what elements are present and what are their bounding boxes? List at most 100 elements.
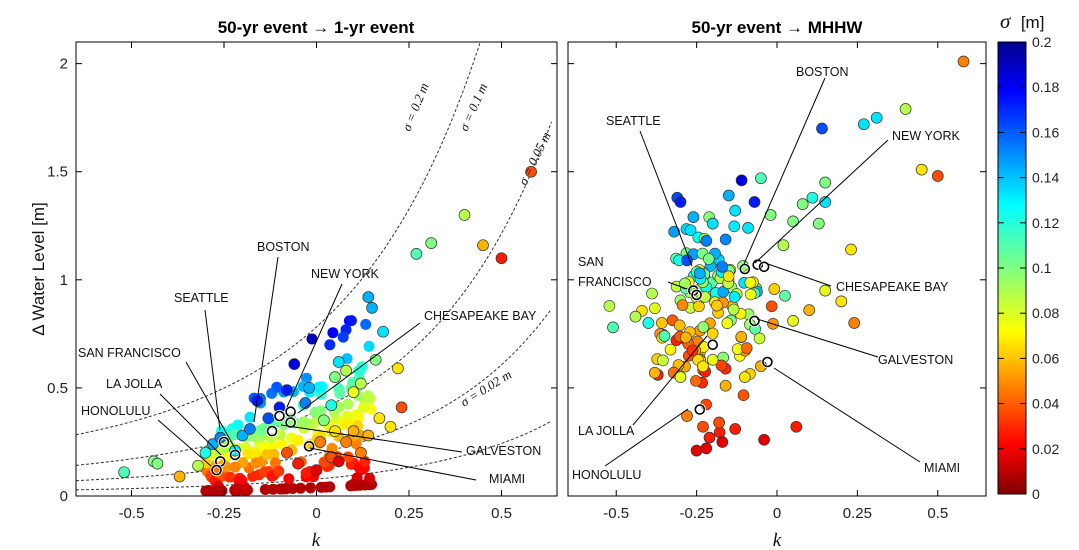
scatter-point bbox=[607, 321, 619, 334]
scatter-point bbox=[306, 333, 318, 345]
scatter-point bbox=[347, 425, 360, 437]
scatter-point bbox=[673, 319, 686, 332]
right-panel-title: 50-yr event → MHHW bbox=[692, 18, 864, 37]
left-panel-title: 50-yr event → 1-yr event bbox=[218, 18, 415, 37]
city-marker bbox=[285, 406, 296, 418]
city-marker bbox=[762, 356, 773, 368]
scatter-point bbox=[224, 471, 236, 483]
scatter-point bbox=[300, 467, 312, 479]
reference-curve bbox=[76, 308, 552, 482]
left-x-axis-label: k bbox=[312, 530, 321, 550]
scatter-point bbox=[244, 411, 256, 423]
x-tick-label: -0.25 bbox=[207, 505, 241, 522]
scatter-point bbox=[812, 217, 825, 230]
scatter-point bbox=[350, 480, 361, 491]
scatter-point bbox=[674, 196, 687, 208]
city-markers bbox=[687, 258, 774, 416]
scatter-point bbox=[676, 299, 689, 312]
scatter-point bbox=[706, 353, 719, 366]
scatter-point bbox=[693, 267, 706, 280]
colorbar-sigma: σ bbox=[1000, 9, 1012, 33]
scatter-point bbox=[364, 472, 376, 484]
scatter-point bbox=[362, 429, 375, 442]
city-marker bbox=[758, 261, 770, 273]
colorbar-label: σ [m] bbox=[1000, 9, 1044, 33]
colorbar-tick-label: 0.08 bbox=[1032, 305, 1059, 321]
scatter-point bbox=[703, 431, 716, 444]
scatter-point bbox=[313, 381, 325, 393]
scatter-point bbox=[737, 389, 750, 402]
scatter-point bbox=[713, 426, 726, 439]
city-marker bbox=[303, 440, 315, 452]
colorbar-tick-label: 0.06 bbox=[1032, 350, 1059, 366]
scatter-point bbox=[232, 419, 244, 431]
scatter-point bbox=[292, 434, 304, 446]
scatter-point bbox=[357, 401, 369, 413]
x-tick-label: -0.5 bbox=[603, 505, 629, 522]
scatter-point bbox=[719, 233, 732, 246]
city-marker bbox=[266, 425, 278, 437]
scatter-point bbox=[392, 362, 404, 375]
scatter-point bbox=[744, 288, 757, 301]
scatter-points bbox=[118, 165, 537, 483]
scatter-point bbox=[340, 436, 352, 448]
x-tick-label: 0.25 bbox=[394, 505, 423, 522]
y-tick-label: 1 bbox=[60, 272, 68, 289]
scatter-point bbox=[395, 401, 408, 414]
right-label-boston: BOSTON bbox=[796, 65, 849, 79]
left-label-miami: MIAMI bbox=[489, 472, 525, 486]
scatter-point bbox=[681, 254, 693, 267]
scatter-point bbox=[173, 470, 186, 483]
scatter-point bbox=[340, 364, 352, 377]
scatter-point bbox=[816, 122, 828, 135]
scatter-point bbox=[655, 317, 668, 329]
left-label-chesapeake: CHESAPEAKE BAY bbox=[424, 309, 537, 323]
scatter-point bbox=[806, 191, 819, 204]
scatter-point bbox=[373, 412, 386, 425]
scatter-point bbox=[690, 444, 703, 457]
x-tick-label: -0.5 bbox=[119, 505, 145, 522]
scatter-point bbox=[363, 340, 375, 352]
scatter-point bbox=[366, 302, 378, 314]
scatter-point bbox=[337, 331, 349, 343]
x-tick-label: 0 bbox=[312, 505, 320, 522]
city-marker bbox=[285, 417, 296, 428]
scatter-point bbox=[151, 457, 164, 470]
scatter-point bbox=[232, 482, 244, 494]
scatter-point bbox=[728, 220, 741, 233]
scatter-point bbox=[324, 481, 336, 493]
scatter-point bbox=[835, 295, 848, 308]
x-tick-label: -0.25 bbox=[680, 505, 714, 522]
city-marker bbox=[229, 449, 241, 461]
scatter-point bbox=[332, 455, 345, 468]
scatter-point bbox=[271, 381, 283, 393]
scatter-point bbox=[350, 438, 362, 450]
scatter-point bbox=[269, 457, 281, 469]
scatter-point bbox=[768, 283, 781, 295]
scatter-point bbox=[727, 303, 740, 316]
scatter-point bbox=[738, 371, 751, 383]
scatter-point bbox=[649, 302, 661, 315]
colorbar-tick-label: 0.16 bbox=[1032, 124, 1059, 140]
scatter-point bbox=[664, 343, 677, 356]
scatter-point bbox=[702, 253, 715, 265]
scatter-point bbox=[957, 55, 970, 68]
x-tick-label: 0.25 bbox=[843, 505, 872, 522]
scatter-point bbox=[744, 276, 757, 289]
scatter-point bbox=[668, 225, 680, 238]
scatter-point bbox=[314, 436, 327, 448]
scatter-point bbox=[687, 211, 700, 223]
scatter-point bbox=[329, 425, 341, 437]
scatter-point bbox=[803, 304, 816, 316]
scatter-point bbox=[742, 222, 754, 234]
scatter-point bbox=[857, 118, 870, 131]
scatter-point bbox=[848, 317, 861, 329]
scatter-point bbox=[735, 330, 748, 343]
scatter-point bbox=[281, 384, 293, 396]
scatter-point bbox=[273, 465, 285, 477]
scatter-point bbox=[755, 172, 767, 185]
city-marker bbox=[694, 404, 706, 415]
scatter-point bbox=[729, 204, 742, 217]
right-x-axis-label: k bbox=[773, 530, 782, 550]
scatter-point bbox=[292, 457, 304, 470]
